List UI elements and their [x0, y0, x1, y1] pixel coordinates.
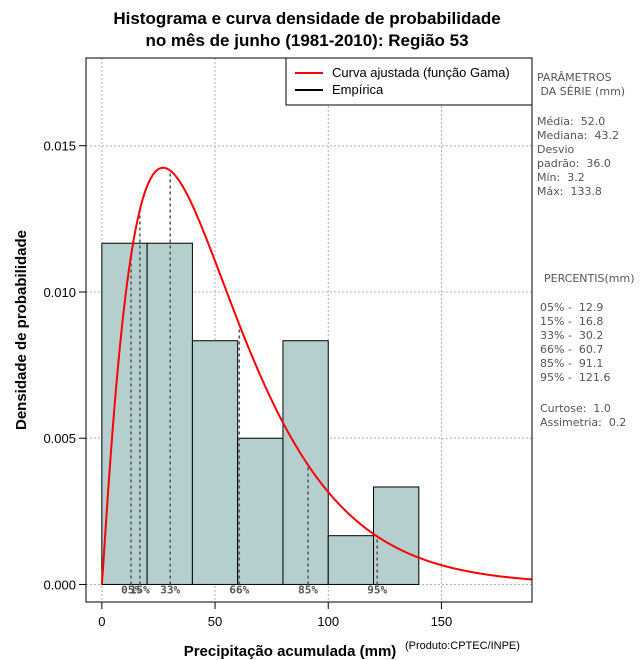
- y-axis: 0.000 0.005 0.010 0.015: [43, 139, 87, 592]
- y-tick-label: 0.010: [43, 285, 76, 300]
- percentile-label: 15%: [130, 583, 150, 596]
- product-credit: (Produto:CPTEC/INPE): [405, 640, 520, 652]
- chart-title-line-1: Histograma e curva densidade de probabil…: [113, 9, 500, 28]
- legend: Curva ajustada (função Gama) Empírica: [285, 57, 533, 106]
- percentile-lines: [130, 170, 378, 585]
- params-heading: PARÂMETROS DA SÉRIE (mm): [537, 71, 626, 98]
- chart-title-line-2: no mês de junho (1981-2010): Região 53: [145, 31, 468, 50]
- histogram-bar: [191, 340, 239, 585]
- legend-empirical-label: Empírica: [332, 82, 384, 97]
- y-tick-label: 0.000: [43, 577, 76, 592]
- percentile-label: 85%: [298, 583, 318, 596]
- histogram-bar: [237, 437, 284, 585]
- x-tick-label: 100: [317, 614, 339, 629]
- legend-curve-label: Curva ajustada (função Gama): [332, 65, 510, 80]
- percentile-label: 05%: [121, 583, 141, 596]
- x-tick-label: 50: [208, 614, 222, 629]
- percentile-label: 95%: [367, 583, 387, 596]
- y-tick-label: 0.015: [43, 139, 76, 154]
- stats-extra: Curtose: 1.0 Assimetria: 0.2: [540, 402, 627, 429]
- x-axis-label: Precipitação acumulada (mm): [184, 643, 397, 660]
- params-values: Média: 52.0 Mediana: 43.2 Desvio padrão:…: [537, 115, 619, 198]
- histogram-bar: [373, 486, 420, 585]
- y-axis-label: Densidade de probabilidade: [13, 230, 30, 430]
- percentis-heading: PERCENTIS(mm): [544, 272, 635, 285]
- x-tick-label: 0: [98, 614, 105, 629]
- fitted-curve-group: [100, 166, 533, 585]
- percentile-label: 33%: [160, 583, 180, 596]
- y-tick-label: 0.005: [43, 431, 76, 446]
- x-tick-label: 150: [431, 614, 453, 629]
- histogram-bar: [327, 535, 375, 585]
- percentile-labels: 05%15% 33% 66% 85% 95%: [121, 583, 387, 596]
- x-axis: 0 50 100 150: [98, 601, 453, 629]
- fitted-gamma-curve: [100, 166, 533, 585]
- percentis-values: 05% - 12.9 15% - 16.8 33% - 30.2 66% - 6…: [540, 301, 611, 384]
- percentile-label: 66%: [229, 583, 249, 596]
- legend-box: [285, 57, 533, 106]
- histogram-bars: [101, 242, 420, 585]
